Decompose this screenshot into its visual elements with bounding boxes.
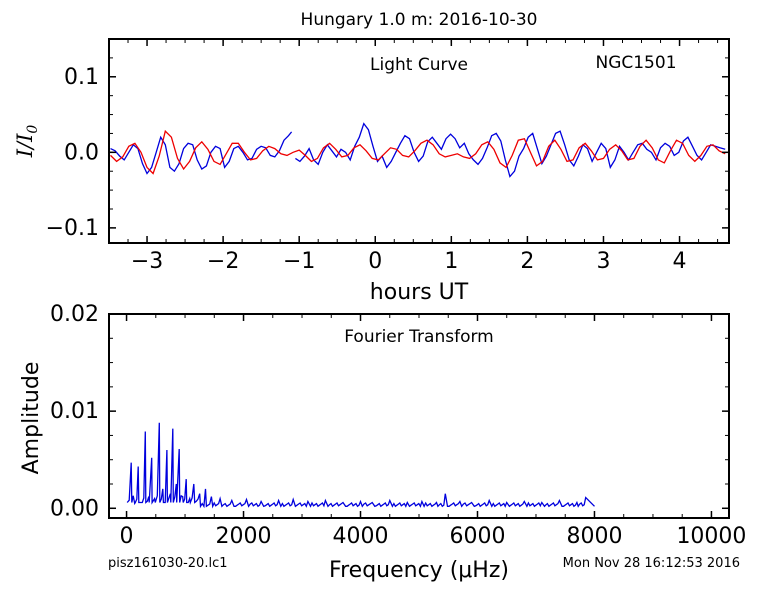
y-tick-label: 0.0 xyxy=(64,140,99,165)
figure-suptitle: Hungary 1.0 m: 2016-10-30 xyxy=(301,10,538,30)
x-tick-label: 6000 xyxy=(449,524,505,549)
fourier-plot-area xyxy=(126,422,595,509)
y-tick-label: 0.00 xyxy=(50,496,99,521)
light-curve-data-line xyxy=(110,131,293,175)
x-tick-label: −1 xyxy=(283,249,315,274)
footer-filename: pisz161030-20.lc1 xyxy=(108,556,227,571)
light-curve-ylabel: I/I0 xyxy=(13,125,41,159)
light-curve-frame xyxy=(108,38,730,244)
y-tick-label: −0.1 xyxy=(46,216,99,241)
light-curve-data-line xyxy=(295,122,726,178)
fourier-spectrum-line xyxy=(126,422,595,509)
x-tick-label: 2 xyxy=(520,249,534,274)
light-curve-panel: −3 −2 −1 0 1 2 3 4 −0.1 0.0 0.1 Light Curve NGC150… xyxy=(13,38,730,305)
x-tick-label: 2000 xyxy=(216,524,272,549)
x-tick-label: 1 xyxy=(444,249,458,274)
light-curve-ylabel-main: I/I xyxy=(13,133,37,158)
light-curve-xlabel: hours UT xyxy=(370,280,469,305)
fourier-xlabel: Frequency (μHz) xyxy=(329,558,509,583)
y-tick-label: 0.1 xyxy=(64,65,99,90)
x-tick-label: 0 xyxy=(368,249,382,274)
light-curve-ticks: −3 −2 −1 0 1 2 3 4 −0.1 0.0 0.1 xyxy=(46,38,729,274)
x-tick-label: 0 xyxy=(120,524,134,549)
light-curve-title: Light Curve xyxy=(370,55,468,75)
x-tick-label: 3 xyxy=(596,249,610,274)
fourier-title: Fourier Transform xyxy=(344,327,493,347)
fourier-ticks: 0 2000 4000 6000 8000 10000 0.00 0.01 0.02 xyxy=(50,302,746,549)
x-tick-label: 4000 xyxy=(333,524,389,549)
x-tick-label: −2 xyxy=(207,249,239,274)
x-tick-label: 8000 xyxy=(566,524,622,549)
y-tick-label: 0.01 xyxy=(50,399,99,424)
fourier-ylabel: Amplitude xyxy=(19,362,44,475)
footer-timestamp: Mon Nov 28 16:12:53 2016 xyxy=(563,556,740,571)
fourier-panel: 0 2000 4000 6000 8000 10000 0.00 0.01 0.02 Fouri… xyxy=(19,302,746,583)
light-curve-model-line xyxy=(110,129,726,175)
y-tick-label: 0.02 xyxy=(50,302,99,327)
object-name-label: NGC1501 xyxy=(595,53,676,73)
x-tick-label: 4 xyxy=(673,249,687,274)
light-curve-ylabel-subscript: 0 xyxy=(25,125,41,134)
light-curve-plot-area xyxy=(110,122,726,178)
x-tick-label: −3 xyxy=(131,249,163,274)
x-tick-label: 10000 xyxy=(676,524,746,549)
